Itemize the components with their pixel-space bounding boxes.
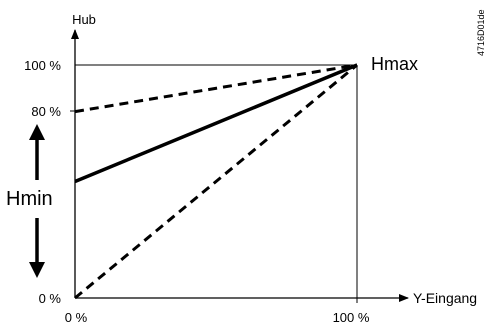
y-tick-label-0: 0 % — [39, 291, 62, 306]
series-line-2 — [74, 63, 358, 184]
series-line-3 — [74, 63, 358, 300]
hmin-range-arrow-icon — [29, 124, 45, 278]
series-layer — [74, 63, 358, 300]
x-tick-label-100: 100 % — [333, 310, 370, 325]
hmin-label: Hmin — [6, 188, 53, 210]
y-axis-label: Hub — [72, 12, 96, 27]
y-tick-label-80: 80 % — [31, 104, 61, 119]
y-tick-label-100: 100 % — [24, 58, 61, 73]
x-axis-label: Y-Eingang — [413, 290, 477, 306]
x-tick-label-0: 0 % — [65, 310, 88, 325]
series-line-1 — [74, 63, 358, 114]
hmax-label: Hmax — [371, 54, 418, 74]
figure-id: 4716D01de — [476, 9, 486, 56]
